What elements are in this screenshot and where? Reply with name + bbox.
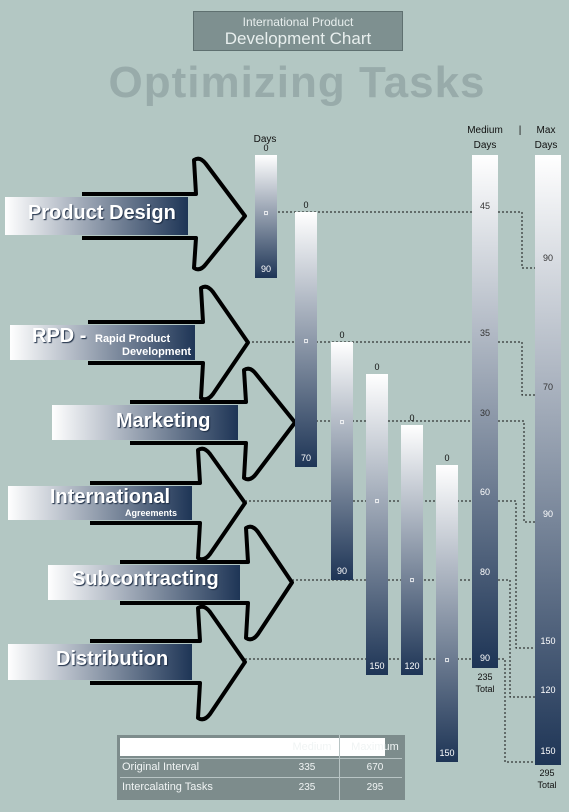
task-box [8, 486, 192, 520]
bar-start-label: 0 [303, 200, 308, 210]
table-cell-medium: 235 [298, 782, 316, 793]
arrow-outline [90, 604, 247, 722]
task-duration-bar [401, 425, 423, 675]
bar-start-label: 0 [263, 143, 268, 153]
header-line1: International Product [242, 15, 354, 29]
table-row-label: Intercalating Tasks [122, 781, 213, 793]
header-box: International Product Development Chart [193, 11, 403, 51]
task-duration-bar [295, 212, 317, 467]
arrow-outline [90, 446, 247, 562]
days-label: Days [253, 134, 277, 145]
bar-start-label: 0 [444, 453, 449, 463]
medium-days-label: Days [473, 140, 497, 151]
column-separator: | [518, 125, 522, 136]
table-header-maximum: Maximum [351, 741, 399, 753]
dotted-connector [245, 500, 535, 649]
bar-marker: ¤ [339, 417, 344, 427]
task-box [5, 197, 188, 235]
task-sub-rpd-1: Rapid Product [95, 333, 171, 345]
table-cell-maximum: 670 [366, 762, 384, 773]
table-header-blank [120, 738, 385, 756]
task-label-rpd: RPD - [32, 325, 87, 347]
task-box [48, 565, 240, 600]
medium-value-label: 35 [480, 328, 490, 338]
bar-marker: ¤ [409, 575, 414, 585]
bar-duration-label: 120 [404, 661, 419, 671]
task-duration-bar [255, 155, 277, 278]
bar-marker: ¤ [444, 655, 449, 665]
arrow-outline [82, 156, 247, 272]
max-days-label: Days [534, 140, 558, 151]
bar-start-label: 0 [339, 330, 344, 340]
max-value-label: 150 [540, 636, 555, 646]
max-value-label: 90 [543, 509, 553, 519]
task-label-international: International [50, 486, 171, 508]
max-value-label: 90 [543, 253, 553, 263]
bar-duration-label: 150 [369, 661, 384, 671]
max-total-word: Total [537, 780, 557, 790]
medium-value-label: 45 [480, 201, 490, 211]
bar-marker: ¤ [263, 208, 268, 218]
arrow-outline [120, 524, 294, 642]
task-label-distribution: Distribution [56, 648, 169, 670]
task-label-product-design: Product Design [28, 202, 176, 224]
table-cell-maximum: 295 [366, 782, 384, 793]
bar-duration-label: 150 [439, 748, 454, 758]
bar-start-label: 0 [374, 362, 379, 372]
max-value-label: 120 [540, 685, 555, 695]
max-value-label: 70 [543, 382, 553, 392]
medium-total-word: Total [475, 684, 495, 694]
bar-duration-label: 90 [261, 264, 271, 274]
medium-value-label: 30 [480, 408, 490, 418]
connector-lines [245, 211, 535, 763]
task-bars: 0 90 ¤ 0 70 ¤ 0 90 ¤ 0 150 ¤ 0 120 ¤ 0 150 ¤ [255, 143, 458, 762]
medium-value-label: 90 [480, 653, 490, 663]
table-cell-medium: 335 [298, 762, 316, 773]
task-label-subcontracting: Subcontracting [72, 568, 219, 590]
task-box [10, 325, 195, 360]
dotted-connector [248, 341, 535, 396]
task-duration-bar [366, 374, 388, 675]
dotted-connector [245, 658, 535, 763]
max-value-label: 150 [540, 746, 555, 756]
bar-duration-label: 90 [337, 566, 347, 576]
summary-table: Medium Maximum Original Interval 335 670… [117, 735, 405, 800]
max-label: Max [536, 125, 556, 136]
medium-value-label: 80 [480, 567, 490, 577]
max-column-bar [535, 155, 561, 765]
bar-start-label: 0 [409, 413, 414, 423]
task-duration-bar [331, 342, 353, 580]
medium-label: Medium [467, 125, 503, 136]
table-header-medium: Medium [292, 741, 332, 753]
header-line2: Development Chart [224, 29, 372, 48]
task-arrows [5, 156, 297, 722]
medium-column-bar [472, 155, 498, 668]
medium-total-value: 235 [477, 672, 493, 682]
medium-value-label: 60 [480, 487, 490, 497]
max-total-value: 295 [539, 768, 555, 778]
summary-columns: 45 35 30 60 80 90 90 70 90 150 120 150 [472, 155, 561, 765]
task-label-marketing: Marketing [116, 410, 211, 432]
task-sub-agreements: Agreements [125, 508, 178, 518]
table-row-label: Original Interval [122, 761, 200, 773]
task-box [8, 644, 192, 680]
page-title: Optimizing Tasks [108, 58, 486, 107]
task-box [52, 405, 238, 440]
task-duration-bar [436, 465, 458, 762]
bar-marker: ¤ [374, 496, 379, 506]
bar-marker: ¤ [303, 336, 308, 346]
task-sub-rpd-2: Development [122, 346, 192, 358]
bar-duration-label: 70 [301, 453, 311, 463]
